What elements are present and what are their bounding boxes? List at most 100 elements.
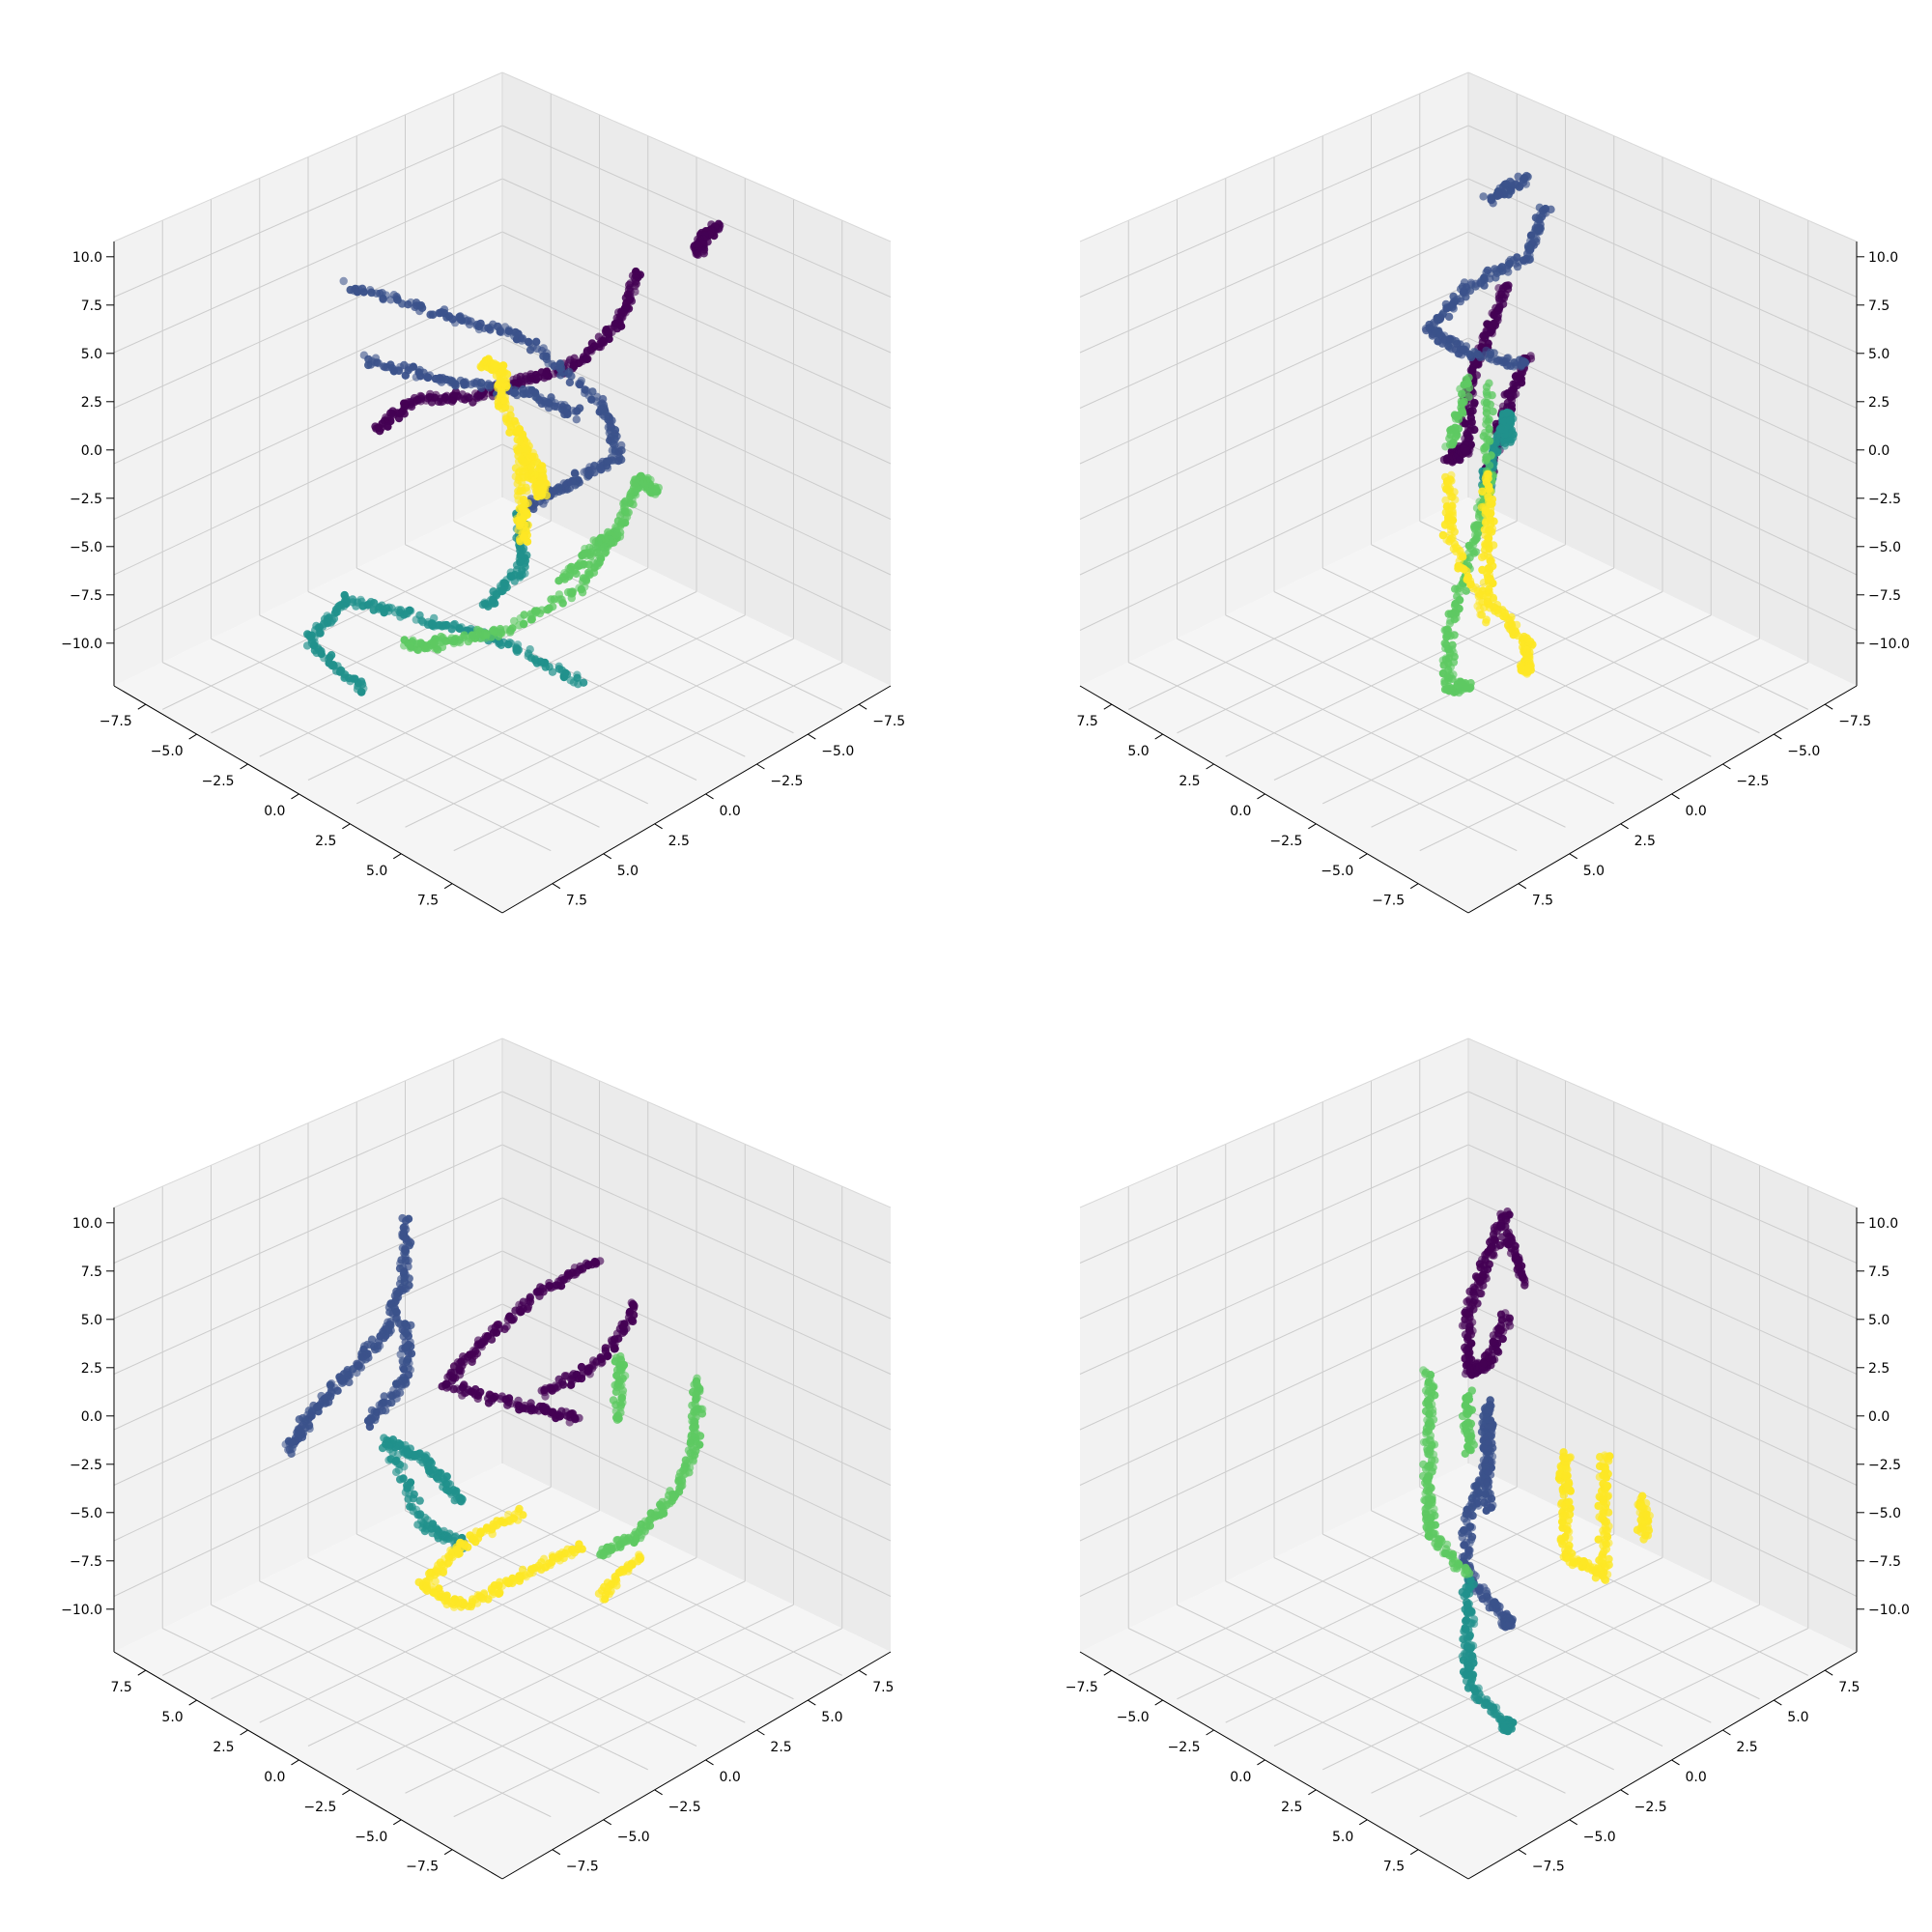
scatter-point xyxy=(572,408,580,415)
right-axis-tick xyxy=(1722,764,1730,769)
scatter-point xyxy=(476,320,484,327)
scatter-point xyxy=(489,1588,497,1596)
scatter-point xyxy=(694,1394,701,1402)
right-axis-tick xyxy=(604,1820,611,1825)
left-axis-tick xyxy=(1257,794,1264,799)
scatter-point xyxy=(461,1540,469,1548)
scatter-point xyxy=(515,1505,523,1513)
left-axis-tick xyxy=(1257,1760,1264,1765)
scatter-point xyxy=(1520,1281,1528,1289)
scatter-point xyxy=(518,336,526,344)
z-tick-label: −7.5 xyxy=(70,588,102,604)
scatter-point xyxy=(451,620,459,628)
scatter-point xyxy=(554,577,562,584)
scatter-point xyxy=(582,355,590,363)
left-axis-tick xyxy=(444,884,452,889)
z-tick-label: 0.0 xyxy=(81,1409,102,1425)
z-tick-label: −7.5 xyxy=(1868,588,1901,604)
left-axis-tick-label: −7.5 xyxy=(1065,1680,1098,1695)
scatter-point xyxy=(629,500,637,508)
left-axis-tick-label: −2.5 xyxy=(1168,1740,1201,1755)
right-axis-tick xyxy=(1672,794,1680,799)
scatter-point xyxy=(1498,1621,1506,1629)
scatter-point xyxy=(327,1387,335,1395)
scatter-point xyxy=(326,653,333,661)
scatter-point xyxy=(1480,604,1488,611)
left-axis-tick-label: −7.5 xyxy=(1372,894,1405,909)
scatter-point xyxy=(514,487,522,495)
right-axis-tick-label: 7.5 xyxy=(1838,1680,1860,1695)
scatter-point xyxy=(1465,1502,1473,1510)
scatter-point xyxy=(1478,333,1486,341)
left-axis-tick-label: 5.0 xyxy=(1127,744,1149,759)
z-tick-label: −10.0 xyxy=(1868,1603,1910,1618)
left-axis-tick-label: 5.0 xyxy=(366,864,387,879)
right-axis-tick xyxy=(706,1760,714,1765)
scatter-point xyxy=(570,1370,578,1378)
right-axis-tick-label: −7.5 xyxy=(1838,714,1871,729)
scatter-point xyxy=(567,372,575,380)
scatter-point xyxy=(1520,358,1528,366)
right-axis-tick-label: −2.5 xyxy=(770,774,803,789)
right-axis-tick xyxy=(604,854,611,859)
z-tick-label: −2.5 xyxy=(1868,492,1901,507)
left-axis-tick-label: 0.0 xyxy=(1230,1770,1251,1785)
scatter-point xyxy=(538,1386,546,1394)
z-tick-label: 5.0 xyxy=(81,347,102,362)
scatter-point xyxy=(442,1380,450,1388)
scatter-point xyxy=(412,615,420,623)
left-axis-tick-label: 2.5 xyxy=(213,1740,234,1755)
left-axis-tick xyxy=(138,704,146,709)
scatter-point xyxy=(582,552,590,559)
scatter-point xyxy=(1447,526,1455,533)
panel-top-left: 10.07.55.02.50.0−2.5−5.0−7.5−10.0−7.5−5.… xyxy=(61,72,905,913)
scatter-point xyxy=(517,1573,525,1580)
scatter-point xyxy=(592,1260,600,1267)
scatter-point xyxy=(1480,444,1488,452)
left-axis-tick-label: 5.0 xyxy=(1332,1830,1353,1845)
scatter-point xyxy=(1524,664,1532,671)
scatter-point xyxy=(387,1399,395,1406)
scatter-point xyxy=(1480,579,1488,586)
left-axis-tick-label: 7.5 xyxy=(1383,1860,1405,1875)
scatter-point xyxy=(525,649,532,657)
right-axis-tick-label: 0.0 xyxy=(1686,804,1707,819)
left-axis-tick-label: 5.0 xyxy=(161,1710,183,1725)
right-axis-tick-label: 7.5 xyxy=(1532,894,1553,909)
scatter-point xyxy=(414,368,422,376)
z-tick-label: −5.0 xyxy=(70,540,102,555)
right-axis-tick xyxy=(1825,704,1833,709)
left-axis-tick-label: −2.5 xyxy=(202,774,235,789)
left-axis-tick-label: 0.0 xyxy=(264,804,285,819)
scatter-point xyxy=(694,250,701,258)
left-axis-tick xyxy=(241,1730,248,1735)
left-axis-tick-label: −5.0 xyxy=(1117,1710,1150,1725)
right-axis-tick-label: 5.0 xyxy=(1583,864,1605,879)
right-axis-tick xyxy=(553,884,560,889)
scatter-point xyxy=(582,576,590,583)
scatter-point xyxy=(479,601,487,609)
z-tick-label: 2.5 xyxy=(81,395,102,411)
scatter-point xyxy=(693,241,700,248)
z-tick-label: −7.5 xyxy=(1868,1554,1901,1570)
scatter-point xyxy=(1487,196,1494,204)
scatter-point xyxy=(500,368,508,376)
right-axis-tick-label: 5.0 xyxy=(617,864,639,879)
scatter-point xyxy=(583,472,591,480)
z-tick-label: 10.0 xyxy=(72,1216,102,1232)
scatter-point xyxy=(356,596,364,604)
scatter-point xyxy=(1507,417,1515,425)
left-axis-tick-label: 2.5 xyxy=(1281,1800,1302,1815)
scatter-point xyxy=(1466,679,1474,687)
scatter-point xyxy=(1506,1315,1514,1322)
scatter-point xyxy=(399,1287,407,1294)
scatter-point xyxy=(1485,1468,1492,1476)
left-axis-tick xyxy=(241,764,248,769)
left-axis-tick xyxy=(189,734,197,739)
scatter-point xyxy=(416,1496,424,1504)
right-axis-tick xyxy=(756,764,764,769)
right-axis-tick-label: 2.5 xyxy=(1736,1740,1757,1755)
z-tick-label: 10.0 xyxy=(1868,250,1898,266)
right-axis-tick xyxy=(706,794,714,799)
